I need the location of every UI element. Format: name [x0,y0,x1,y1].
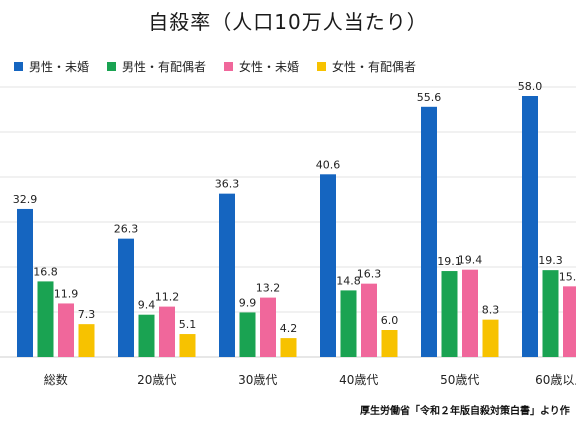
category-label: 50歳代 [440,373,479,387]
category-label: 60歳以上 [535,373,576,387]
data-label: 15.7 [559,270,576,283]
data-label: 11.9 [54,287,79,300]
bar [340,290,357,357]
category-label: 40歳代 [339,373,378,387]
data-label: 32.9 [13,193,38,206]
data-label: 19.3 [538,254,563,267]
data-label: 13.2 [256,282,281,295]
data-label: 6.0 [381,314,399,327]
bar [482,319,499,357]
data-label: 16.8 [33,265,58,278]
data-label: 58.0 [518,80,543,93]
data-label: 5.1 [179,318,197,331]
bar [58,303,74,357]
data-label: 4.2 [280,322,298,335]
legend-item-female-single: 女性・未婚 [224,58,299,75]
legend-swatch-male-single [14,62,23,71]
bar [78,324,95,357]
bar [361,283,377,357]
bar [522,96,538,357]
data-label: 55.6 [417,91,442,104]
bar [563,286,576,357]
data-label: 19.1 [437,255,462,268]
legend-item-female-married: 女性・有配偶者 [317,58,416,75]
legend-label-male-married: 男性・有配偶者 [122,60,207,74]
bar [17,208,33,357]
legend-item-male-married: 男性・有配偶者 [107,58,206,75]
data-label: 7.3 [78,308,96,321]
legend-swatch-female-married [317,62,327,71]
source-note: 厚生労働省「令和２年版自殺対策白書」より作 [360,406,570,417]
bar [179,334,196,357]
legend-item-male-single: 男性・未婚 [14,58,89,75]
bar [441,271,458,357]
legend-swatch-female-single [224,62,234,71]
bar [462,269,478,357]
data-label: 16.3 [357,268,382,281]
bar [280,338,297,357]
data-label: 8.3 [482,304,500,317]
legend-label-male-single: 男性・未婚 [29,60,90,74]
data-label: 14.8 [336,274,361,287]
data-label: 19.4 [458,254,483,267]
data-label: 36.3 [215,178,240,191]
legend-label-female-single: 女性・未婚 [239,60,300,74]
chart-title: 自殺率（人口10万人当たり） [148,10,428,34]
legend-swatch-male-married [107,62,117,71]
bar [239,312,256,357]
bar [37,281,54,357]
category-label: 総数 [44,372,68,387]
bar [219,193,235,357]
bar [542,270,559,357]
bar [381,330,398,357]
category-label: 30歳代 [238,373,277,387]
data-label: 26.3 [114,223,139,236]
chart-legend: 男性・未婚 男性・有配偶者 女性・未婚 女性・有配偶者 [14,58,416,75]
data-label: 11.2 [155,291,180,304]
data-label: 40.6 [316,158,341,171]
legend-label-female-married: 女性・有配偶者 [332,60,417,74]
data-label: 9.9 [239,296,257,309]
bar [138,314,155,357]
data-label: 9.4 [138,299,156,312]
bar [260,297,276,357]
bar [159,306,175,357]
bar [421,106,437,357]
category-label: 20歳代 [137,373,176,387]
bar [320,174,336,357]
bar [118,238,134,357]
